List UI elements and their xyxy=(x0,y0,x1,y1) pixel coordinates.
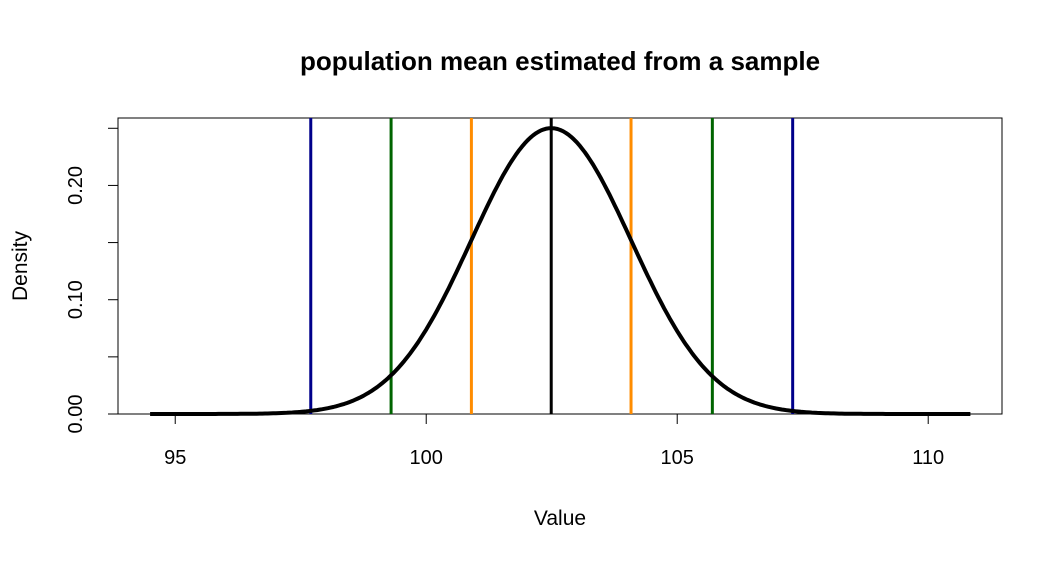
plot-frame xyxy=(117,117,1003,415)
y-tick-label: 0.00 xyxy=(65,395,87,434)
x-tick-label: 95 xyxy=(164,447,186,469)
x-tick-label: 100 xyxy=(410,447,443,469)
y-tick-label: 0.10 xyxy=(65,280,87,319)
y-tick-label: 0.20 xyxy=(65,166,87,205)
y-axis-label: Density xyxy=(9,230,32,301)
chart-title: population mean estimated from a sample xyxy=(300,46,820,76)
x-axis-label: Value xyxy=(534,507,586,530)
x-tick-label: 105 xyxy=(661,447,694,469)
density-curve xyxy=(150,126,971,416)
x-tick-label: 110 xyxy=(912,447,944,469)
